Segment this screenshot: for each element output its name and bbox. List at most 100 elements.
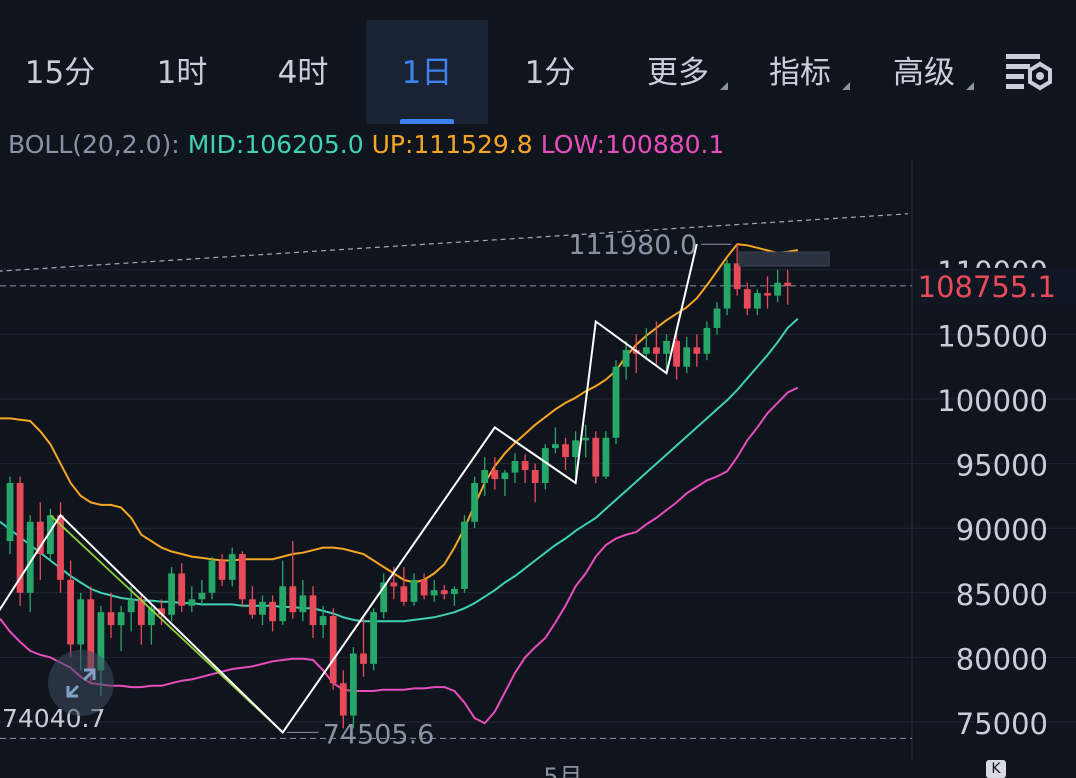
- candle-body: [663, 340, 670, 354]
- candle-body: [774, 282, 781, 296]
- candle-body: [420, 579, 428, 596]
- trend-line: [49, 514, 284, 734]
- tab-1d[interactable]: 1日: [366, 20, 488, 124]
- candle-body: [784, 282, 792, 286]
- candle-body: [531, 470, 539, 483]
- candle-body: [6, 482, 14, 542]
- tab-label: 15分: [24, 55, 96, 91]
- boll-indicator-legend: BOLL(20,2.0): MID:106205.0 UP:111529.8 LOW:…: [8, 130, 732, 159]
- tab-15m[interactable]: 15分: [10, 20, 110, 124]
- candle-body: [764, 293, 771, 296]
- candle-body: [733, 263, 741, 290]
- tab-label: 1时: [156, 55, 208, 91]
- candle-body: [541, 448, 549, 483]
- candle-body: [269, 601, 276, 622]
- candle-body: [238, 554, 246, 600]
- candle-body: [259, 601, 266, 615]
- candle-body: [360, 653, 367, 664]
- boll-name: BOLL(20,2.0):: [8, 130, 180, 159]
- dropdown-corner-icon: [842, 82, 850, 90]
- candle-body: [178, 573, 186, 606]
- candle-body: [279, 586, 287, 622]
- candle-body: [612, 366, 620, 438]
- candle-body: [309, 595, 317, 626]
- candle-body: [491, 470, 499, 480]
- candle-body: [390, 582, 398, 587]
- candle-body: [339, 683, 347, 716]
- candle-body: [117, 612, 125, 626]
- boll-up-value: UP:111529.8: [371, 130, 533, 159]
- x-tick-label: 5月: [543, 763, 582, 778]
- candle-body: [77, 599, 85, 645]
- tab-1m[interactable]: 1分: [500, 20, 600, 124]
- tab-label: 1日: [401, 55, 453, 91]
- candle-body: [713, 308, 721, 328]
- candle-body: [228, 554, 236, 580]
- candle-body: [481, 470, 489, 483]
- candle-body: [430, 590, 438, 596]
- candle-body: [642, 347, 650, 354]
- candle-body: [703, 327, 711, 354]
- boll-low-value: LOW:100880.1: [540, 130, 725, 159]
- candle-body: [329, 616, 337, 684]
- candle-body: [16, 482, 24, 593]
- candle-body: [521, 461, 529, 471]
- y-tick-label: 95000: [956, 449, 1048, 483]
- y-tick-label: 105000: [937, 319, 1048, 353]
- boll-mid-value: MID:106205.0: [187, 130, 364, 159]
- candle-body: [47, 515, 54, 555]
- tab-label: 更多: [647, 55, 709, 91]
- tab-more[interactable]: 更多: [630, 20, 728, 124]
- candle-body: [370, 612, 377, 664]
- candle-body: [461, 521, 468, 589]
- candle-body: [511, 461, 519, 473]
- tab-4h[interactable]: 4时: [253, 20, 353, 124]
- candle-body: [158, 608, 165, 615]
- candle-body: [198, 592, 206, 600]
- chart-settings-icon: [1006, 54, 1052, 91]
- timeframe-tab-bar: 15分 1时 4时 1日 1分 更多 指标 高级: [0, 0, 1076, 124]
- candle-body: [57, 515, 64, 580]
- high-marker-label: 111980.0: [568, 230, 697, 261]
- low-marker-label: 74505.6: [323, 719, 435, 750]
- tab-1h[interactable]: 1时: [132, 20, 232, 124]
- dropdown-corner-icon: [966, 82, 974, 90]
- candle-body: [208, 560, 216, 593]
- tab-advanced[interactable]: 高级: [876, 20, 974, 124]
- candle-body: [582, 437, 590, 441]
- collapse-icon[interactable]: K: [986, 760, 1006, 778]
- candle-body: [87, 599, 95, 671]
- y-tick-label: 100000: [937, 384, 1048, 418]
- candle-body: [723, 263, 731, 309]
- y-tick-label: 90000: [956, 513, 1048, 547]
- y-tick-label: 75000: [956, 707, 1048, 741]
- active-tab-indicator: [400, 119, 454, 124]
- fullscreen-button[interactable]: [48, 650, 114, 716]
- candle-body: [673, 340, 680, 367]
- candle-body: [552, 444, 559, 449]
- candle-body: [148, 608, 155, 626]
- candle-body: [107, 612, 115, 626]
- resistance-trendline: [0, 213, 908, 272]
- candlestick-chart[interactable]: 7500080000850009000095000100000105000110…: [0, 160, 1076, 778]
- zigzag-line: [0, 243, 698, 734]
- candle-body: [249, 599, 256, 615]
- candle-body: [683, 347, 691, 367]
- expand-icon: [66, 668, 96, 698]
- candle-body: [168, 573, 175, 615]
- tab-label: 指标: [769, 55, 831, 91]
- candle-body: [754, 293, 761, 309]
- candle-body: [602, 437, 610, 477]
- high-marker-box: [738, 251, 830, 267]
- candle-body: [471, 482, 478, 522]
- tab-indicators[interactable]: 指标: [752, 20, 850, 124]
- chart-settings-button[interactable]: [1000, 50, 1056, 96]
- tab-label: 1分: [524, 55, 576, 91]
- candle-body: [622, 349, 630, 367]
- candle-body: [653, 347, 660, 354]
- candle-body: [410, 579, 418, 602]
- candle-body: [299, 595, 307, 613]
- candle-body: [572, 440, 579, 458]
- candle-body: [36, 521, 44, 555]
- candle-body: [562, 444, 569, 458]
